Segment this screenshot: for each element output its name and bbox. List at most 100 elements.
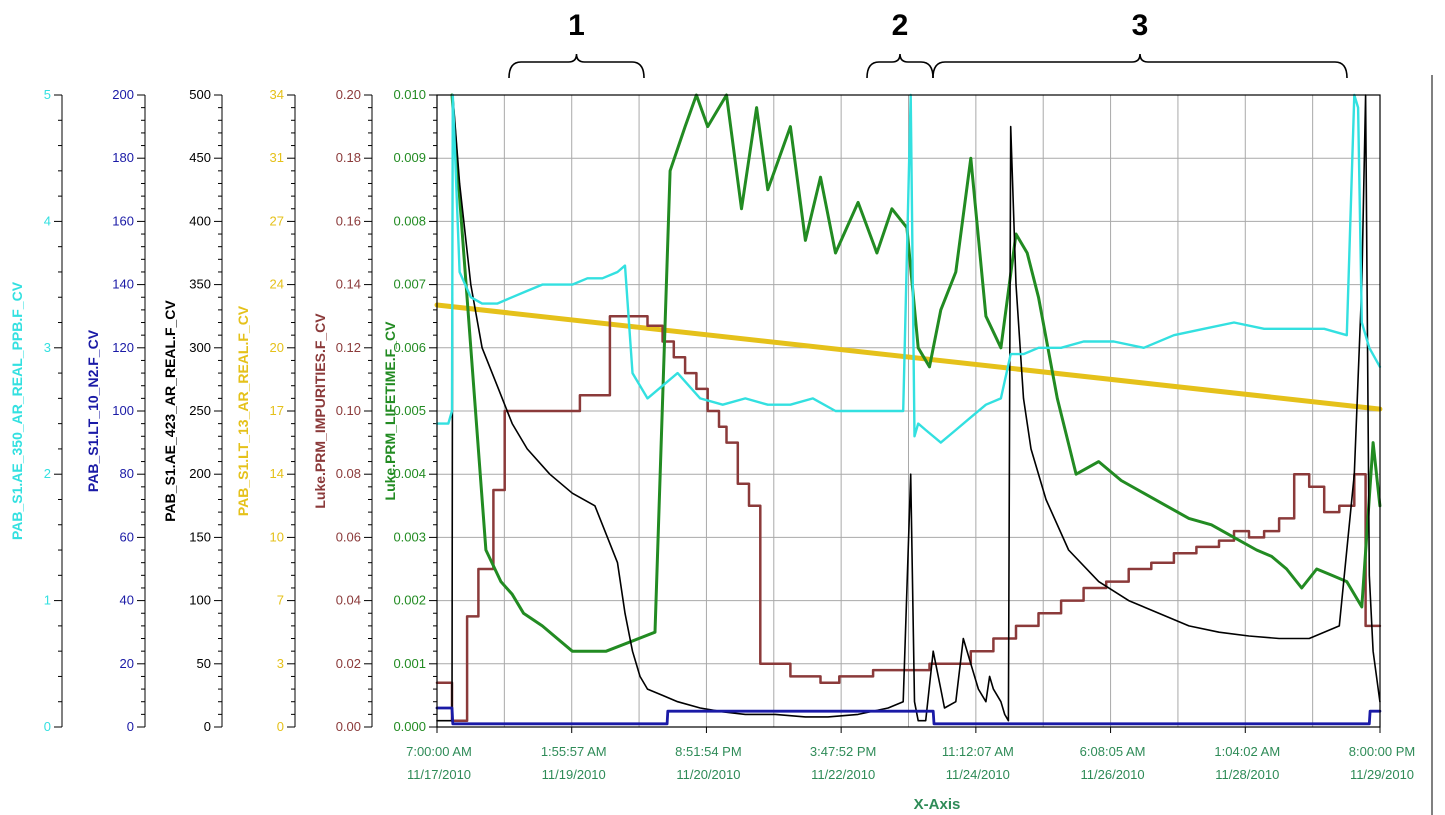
y-tick-label: 450 <box>189 150 211 165</box>
x-tick-label-time: 3:47:52 PM <box>810 744 877 759</box>
y-tick-label: 0.010 <box>393 87 426 102</box>
y-tick-label: 0.14 <box>336 277 361 292</box>
x-tick-label-date: 11/26/2010 <box>1081 767 1145 782</box>
y-tick-label: 120 <box>112 340 134 355</box>
y-tick-label: 400 <box>189 213 211 228</box>
annotation-bracket-2 <box>866 53 934 79</box>
y-axis-5: 0.00 0.02 0.04 0.06 0.08 0.10 0.12 0.14 0.16 0.18… <box>312 87 373 734</box>
y-tick-label: 17 <box>270 403 284 418</box>
y-tick-label: 0 <box>44 719 51 734</box>
y-tick-label: 0.002 <box>393 593 426 608</box>
y-axis-2: 0 20 40 60 80 100 120 140 160 180 200 PAB_S1.LT_10_… <box>85 87 146 734</box>
y-tick-label: 250 <box>189 403 211 418</box>
y-tick-label: 7 <box>277 593 284 608</box>
y-tick-label: 0.10 <box>336 403 361 418</box>
y-tick-label: 50 <box>197 656 211 671</box>
y-tick-label: 0.008 <box>393 213 426 228</box>
y-tick-label: 0.006 <box>393 340 426 355</box>
series-line-1 <box>434 302 1383 412</box>
y-tick-label: 0.02 <box>336 656 361 671</box>
y-tick-label: 0.18 <box>336 150 361 165</box>
plot-grid <box>437 95 1380 727</box>
y-axis-3: 0 50 100 150 200 250 300 350 400 450 500 PAB_S1.AE_… <box>162 87 223 734</box>
y-tick-label: 100 <box>189 593 211 608</box>
x-tick-label-time: 8:51:54 PM <box>675 744 742 759</box>
x-tick-label-time: 1:04:02 AM <box>1214 744 1280 759</box>
y-tick-label: 500 <box>189 87 211 102</box>
y-axis-title: PAB_S1.AE_350_AR_REAL_PPB.F_CV <box>9 281 25 540</box>
y-tick-label: 1 <box>44 593 51 608</box>
x-tick-label-time: 1:55:57 AM <box>541 744 607 759</box>
x-axis-title: X-Axis <box>914 796 961 813</box>
annotation-brackets: 1 2 3 <box>508 9 1348 79</box>
y-axes: 012345PAB_S1.AE_350_AR_REAL_PPB.F_CV0204… <box>9 87 438 734</box>
y-tick-label: 80 <box>120 466 134 481</box>
y-tick-label: 0.08 <box>336 466 361 481</box>
y-axis-4: 0 3 7 10 14 17 20 24 27 31 34 PAB_S1.LT_13_AR_REAL.… <box>235 87 296 734</box>
y-tick-label: 0 <box>204 719 211 734</box>
y-axis-title: PAB_S1.LT_10_N2.F_CV <box>85 329 101 492</box>
y-tick-label: 60 <box>120 529 134 544</box>
y-tick-label: 31 <box>270 150 284 165</box>
y-axis-6: 0.000 0.001 0.002 0.003 0.004 0.005 0.006 0.007… <box>382 87 438 734</box>
x-tick-label-time: 7:00:00 AM <box>406 744 472 759</box>
y-tick-label: 3 <box>277 656 284 671</box>
x-tick-label-time: 11:12:07 AM <box>942 744 1014 759</box>
annotation-label-1: 1 <box>568 9 585 42</box>
plot-series <box>434 93 1383 726</box>
plot-frame <box>436 94 1381 728</box>
x-tick-label-date: 11/17/2010 <box>407 767 471 782</box>
x-tick-label-date: 11/19/2010 <box>542 767 606 782</box>
x-tick-label-date: 11/29/2010 <box>1350 767 1414 782</box>
annotation-label-3: 3 <box>1132 9 1149 42</box>
y-tick-label: 0.007 <box>393 277 426 292</box>
y-tick-label: 14 <box>270 466 284 481</box>
series-line-2 <box>435 314 1382 722</box>
y-axis-title: PAB_S1.LT_13_AR_REAL.F_CV <box>235 305 251 516</box>
y-tick-label: 2 <box>44 466 51 481</box>
y-tick-label: 0.04 <box>336 593 361 608</box>
y-tick-label: 0.000 <box>393 719 426 734</box>
y-axis-title: PAB_S1.AE_423_AR_REAL.F_CV <box>162 300 178 522</box>
y-tick-label: 100 <box>112 403 134 418</box>
y-tick-label: 180 <box>112 150 134 165</box>
y-tick-label: 0 <box>127 719 134 734</box>
y-tick-label: 20 <box>270 340 284 355</box>
annotation-bracket-3 <box>932 53 1348 79</box>
y-tick-label: 350 <box>189 277 211 292</box>
y-axis-title: Luke.PRM_IMPURITIES.F_CV <box>312 313 328 509</box>
y-tick-label: 34 <box>270 87 284 102</box>
y-tick-label: 200 <box>189 466 211 481</box>
y-tick-label: 27 <box>270 213 284 228</box>
y-tick-label: 24 <box>270 277 284 292</box>
y-tick-label: 160 <box>112 213 134 228</box>
x-tick-label-date: 11/28/2010 <box>1215 767 1279 782</box>
y-tick-label: 300 <box>189 340 211 355</box>
x-tick-label-date: 11/20/2010 <box>676 767 740 782</box>
y-tick-label: 40 <box>120 593 134 608</box>
y-tick-label: 0.06 <box>336 529 361 544</box>
y-tick-label: 0.16 <box>336 213 361 228</box>
y-axis-1: 0 1 2 3 4 5 PAB_S1.AE_350_AR_REAL_PPB.F_CV <box>9 87 63 734</box>
y-tick-label: 0.00 <box>336 719 361 734</box>
y-tick-label: 4 <box>44 213 51 228</box>
y-tick-label: 0.12 <box>336 340 361 355</box>
y-tick-label: 5 <box>44 87 51 102</box>
series-line-3 <box>450 93 1382 653</box>
y-tick-label: 3 <box>44 340 51 355</box>
annotation-bracket-1 <box>508 53 645 79</box>
x-axis: 7:00:00 AM 11/17/2010 1:55:57 AM 11/19/2010… <box>406 727 1415 813</box>
y-tick-label: 140 <box>112 277 134 292</box>
series-line-6 <box>435 706 1382 726</box>
y-tick-label: 0.004 <box>393 466 426 481</box>
y-tick-label: 0.009 <box>393 150 426 165</box>
series-line-4 <box>436 94 1381 722</box>
annotation-label-2: 2 <box>892 9 909 42</box>
series-line-5 <box>435 93 1382 444</box>
y-axis-title: Luke.PRM_LIFETIME.F_CV <box>382 321 398 501</box>
y-tick-label: 0.003 <box>393 529 426 544</box>
y-tick-label: 0.005 <box>393 403 426 418</box>
y-tick-label: 10 <box>270 529 284 544</box>
